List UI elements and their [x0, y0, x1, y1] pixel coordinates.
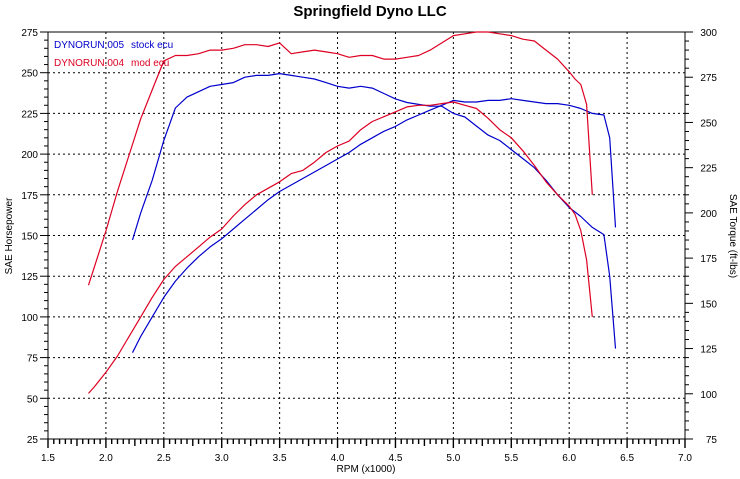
y-left-tick-label: 75 — [27, 354, 39, 365]
y-right-tick-label: 225 — [700, 164, 717, 175]
y-axis-label-left: SAE Horsepower — [4, 197, 15, 274]
x-tick-label: 7.0 — [678, 453, 692, 464]
legend-run-name: DYNORUN.004 — [54, 58, 124, 69]
x-tick-label: 2.0 — [99, 453, 113, 464]
y-right-tick-label: 275 — [700, 73, 717, 84]
x-tick-label: 4.5 — [389, 453, 403, 464]
y-left-tick-label: 275 — [21, 28, 38, 39]
y-right-tick-label: 300 — [700, 28, 717, 39]
y-left-tick-label: 100 — [21, 313, 38, 324]
x-tick-label: 4.0 — [331, 453, 345, 464]
legend-run-desc: mod ecu — [131, 58, 169, 69]
y-right-tick-label: 175 — [700, 254, 717, 265]
y-left-tick-label: 200 — [21, 150, 38, 161]
y-left-tick-label: 225 — [21, 109, 38, 120]
y-right-tick-label: 125 — [700, 345, 717, 356]
y-left-tick-label: 25 — [27, 435, 39, 446]
grid — [48, 32, 685, 439]
x-tick-label: 5.5 — [504, 453, 518, 464]
x-tick-label: 2.5 — [157, 453, 171, 464]
y-axis-label-right: SAE Torque (ft-lbs) — [727, 194, 738, 278]
x-axis-label: RPM (x1000) — [337, 464, 396, 475]
axis-ticks: 1.5 2.0 2.5 3.0 3.5 4.0 4.5 5.0 5.5 6.0 6.5 7.0 25 50… — [21, 28, 717, 464]
series-line-torque-mod — [87, 31, 593, 286]
y-right-tick-label: 250 — [700, 118, 717, 129]
legend: DYNORUN.005 stock ecu DYNORUN.004 mod ecu — [54, 40, 173, 69]
y-left-tick-label: 250 — [21, 69, 38, 80]
x-tick-label: 5.0 — [446, 453, 460, 464]
y-left-tick-label: 50 — [27, 394, 39, 405]
series-line-horsepower-mod — [88, 101, 593, 394]
series-lines — [87, 31, 617, 394]
series-line-torque-stock — [131, 72, 617, 349]
legend-run-name: DYNORUN.005 — [54, 40, 124, 51]
y-right-tick-label: 75 — [706, 435, 718, 446]
x-tick-label: 6.0 — [562, 453, 576, 464]
y-right-tick-label: 150 — [700, 299, 717, 310]
y-right-tick-label: 200 — [700, 209, 717, 220]
series-line-horsepower-stock — [131, 98, 617, 353]
x-tick-label: 3.0 — [215, 453, 229, 464]
y-left-tick-label: 175 — [21, 191, 38, 202]
chart-title: Springfield Dyno LLC — [293, 3, 446, 20]
x-tick-label: 1.5 — [41, 453, 55, 464]
legend-run-desc: stock ecu — [131, 40, 173, 51]
y-left-tick-label: 125 — [21, 272, 38, 283]
y-left-tick-label: 150 — [21, 232, 38, 243]
x-tick-label: 3.5 — [273, 453, 287, 464]
y-right-tick-label: 100 — [700, 390, 717, 401]
x-tick-label: 6.5 — [620, 453, 634, 464]
